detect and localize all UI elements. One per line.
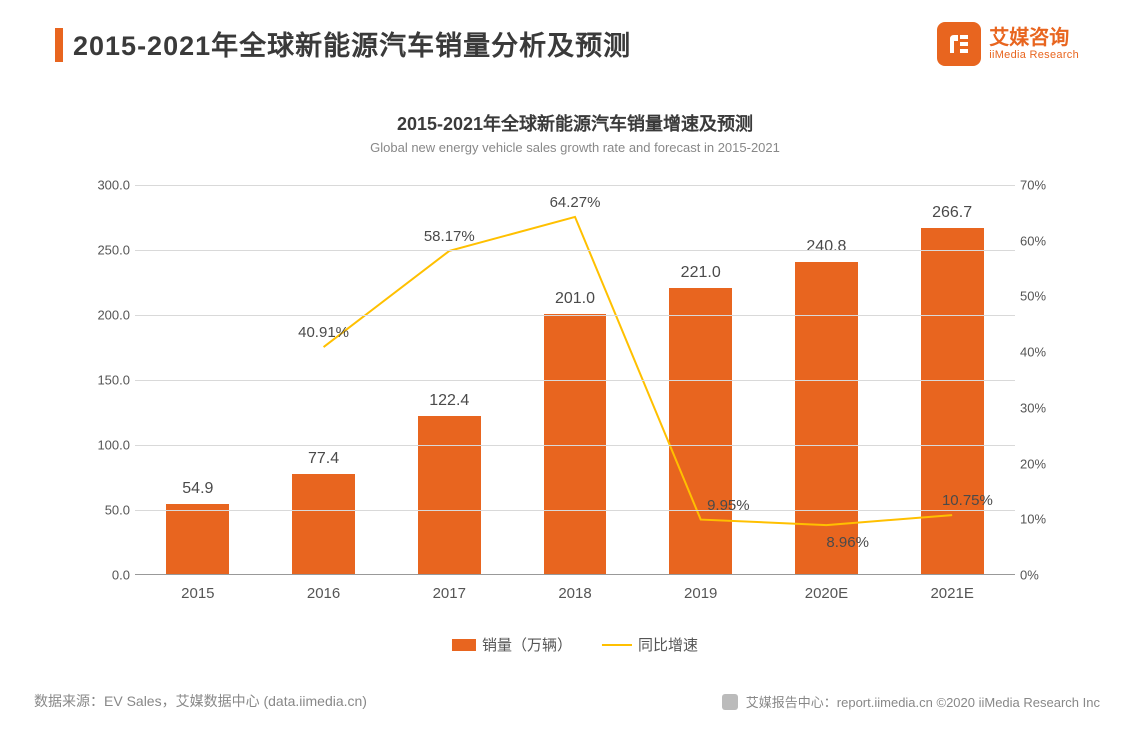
y-tick-right: 0%: [1020, 568, 1065, 583]
legend-item-bar: 销量（万辆）: [452, 634, 572, 655]
legend-swatch-bar: [452, 639, 476, 651]
grid-line: [135, 250, 1015, 251]
chart-subtitle: Global new energy vehicle sales growth r…: [75, 140, 1075, 155]
y-axis-left: 0.050.0100.0150.0200.0250.0300.0: [80, 185, 130, 575]
y-tick-left: 150.0: [80, 373, 130, 388]
line-value-label: 40.91%: [298, 324, 349, 347]
y-tick-right: 50%: [1020, 289, 1065, 304]
line-value-label: 58.17%: [424, 228, 475, 251]
y-tick-right: 70%: [1020, 178, 1065, 193]
x-tick-label: 2015: [181, 575, 214, 602]
grid-line: [135, 380, 1015, 381]
plot-area: 0.050.0100.0150.0200.0250.0300.0 0%10%20…: [135, 185, 1015, 575]
line-value-label: 9.95%: [707, 497, 750, 520]
brand-logo: 艾媒咨询 iiMedia Research: [937, 22, 1079, 66]
y-tick-left: 100.0: [80, 438, 130, 453]
legend: 销量（万辆） 同比增速: [452, 634, 698, 655]
y-tick-left: 200.0: [80, 308, 130, 323]
legend-label-line: 同比增速: [638, 634, 698, 655]
line-value-label: 10.75%: [942, 492, 993, 515]
y-tick-left: 50.0: [80, 503, 130, 518]
brand-logo-icon: [937, 22, 981, 66]
page-title: 2015-2021年全球新能源汽车销量分析及预测: [73, 24, 631, 63]
title-accent-bar: [55, 28, 63, 62]
y-tick-right: 30%: [1020, 400, 1065, 415]
x-axis-baseline: [135, 574, 1015, 575]
grid-line: [135, 315, 1015, 316]
x-tick-label: 2019: [684, 575, 717, 602]
line-value-label: 8.96%: [826, 534, 869, 557]
y-tick-left: 300.0: [80, 178, 130, 193]
brand-name-en: iiMedia Research: [989, 49, 1079, 61]
y-tick-right: 20%: [1020, 456, 1065, 471]
x-tick-label: 2020E: [805, 575, 848, 602]
y-tick-right: 10%: [1020, 512, 1065, 527]
footer-right: 艾媒报告中心：report.iimedia.cn ©2020 iiMedia R…: [722, 692, 1100, 711]
line-value-label: 64.27%: [550, 194, 601, 217]
source-note: 数据来源：EV Sales，艾媒数据中心 (data.iimedia.cn): [34, 691, 367, 711]
grid-line: [135, 510, 1015, 511]
x-tick-label: 2016: [307, 575, 340, 602]
legend-item-line: 同比增速: [602, 634, 698, 655]
y-tick-right: 60%: [1020, 233, 1065, 248]
y-tick-left: 0.0: [80, 568, 130, 583]
x-tick-label: 2021E: [930, 575, 973, 602]
legend-label-bar: 销量（万辆）: [482, 634, 572, 655]
header: 2015-2021年全球新能源汽车销量分析及预测 艾媒咨询 iiMedia Re…: [0, 0, 1134, 90]
y-tick-right: 40%: [1020, 345, 1065, 360]
footer-text: 艾媒报告中心：report.iimedia.cn ©2020 iiMedia R…: [746, 692, 1100, 711]
x-tick-label: 2018: [558, 575, 591, 602]
grid-line: [135, 185, 1015, 186]
line-path: [324, 217, 953, 525]
x-tick-label: 2017: [433, 575, 466, 602]
y-tick-left: 250.0: [80, 243, 130, 258]
y-axis-right: 0%10%20%30%40%50%60%70%: [1020, 185, 1065, 575]
footer-logo-icon: [722, 694, 738, 710]
chart-title: 2015-2021年全球新能源汽车销量增速及预测: [75, 110, 1075, 136]
chart-container: 2015-2021年全球新能源汽车销量增速及预测 Global new ener…: [75, 110, 1075, 670]
legend-swatch-line: [602, 644, 632, 646]
brand-name-cn: 艾媒咨询: [989, 27, 1079, 49]
grid-line: [135, 445, 1015, 446]
